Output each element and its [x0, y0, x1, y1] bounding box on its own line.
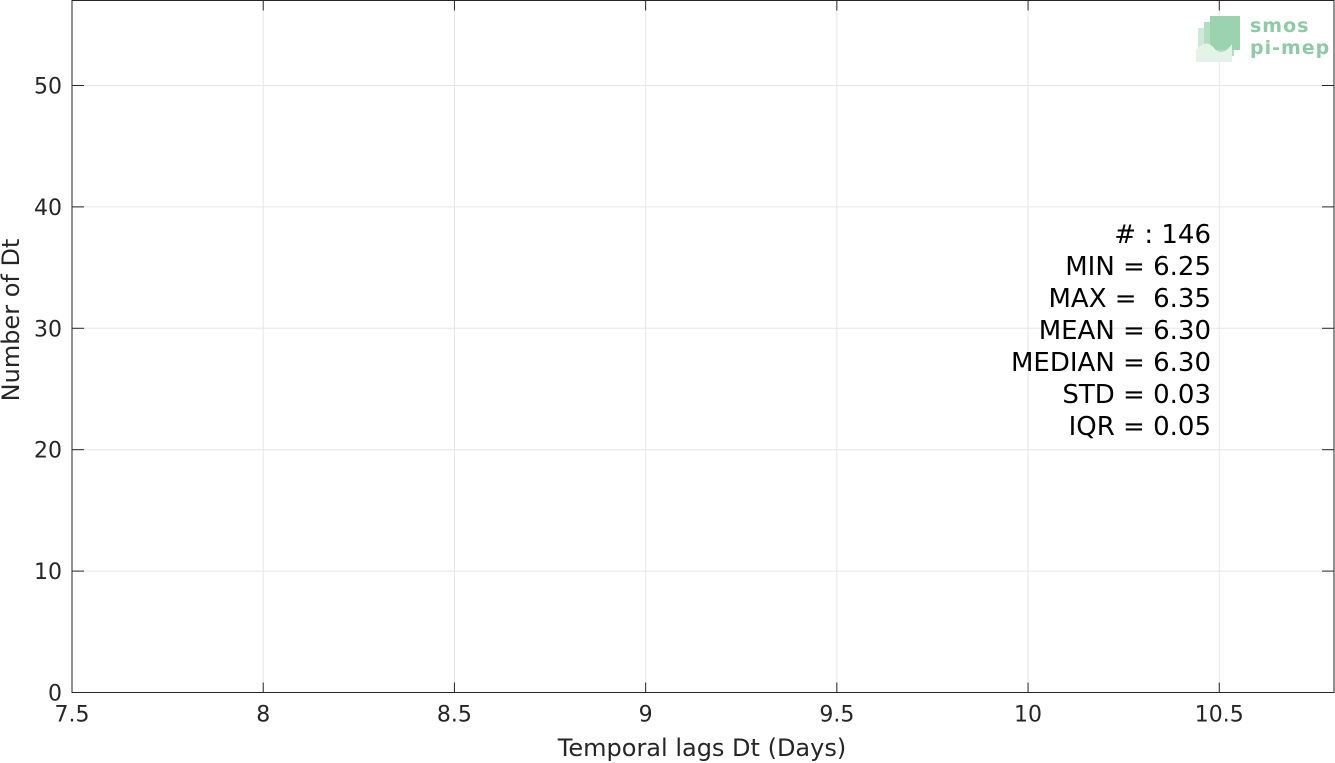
- stat-line: # : 146: [1114, 220, 1211, 250]
- stat-line: MEDIAN = 6.30: [1011, 348, 1211, 378]
- stat-line: STD = 0.03: [1062, 380, 1211, 410]
- y-tick-label: 20: [34, 439, 62, 464]
- y-tick-label: 40: [34, 196, 62, 221]
- logo-mark-icon: [1196, 16, 1240, 62]
- stat-line: IQR = 0.05: [1069, 412, 1211, 442]
- smos-pi-mep-logo: smos pi-mep: [1196, 15, 1330, 62]
- x-tick-label: 8.5: [437, 703, 472, 728]
- plot-area-frame: [71, 0, 1335, 693]
- x-tick-labels: 7.5 8 8.5 9 9.5 10 10.5: [55, 703, 1244, 728]
- x-tick-label: 9: [639, 703, 653, 728]
- y-axis-label: Number of Dt: [0, 239, 25, 402]
- y-tick-label: 10: [34, 560, 62, 585]
- x-tick-label: 7.5: [55, 703, 90, 728]
- logo-text-smos: smos: [1250, 15, 1309, 37]
- x-tick-label: 10: [1014, 703, 1042, 728]
- stat-line: MEAN = 6.30: [1039, 316, 1211, 346]
- logo-text-pi-mep: pi-mep: [1250, 37, 1330, 59]
- y-tick-label: 0: [48, 682, 62, 707]
- stat-line: MAX = 6.35: [1049, 284, 1212, 314]
- y-tick-label: 30: [34, 317, 62, 342]
- x-axis-label: Temporal lags Dt (Days): [557, 734, 846, 762]
- y-tick-labels: 0 10 20 30 40 50: [34, 74, 62, 706]
- x-tick-label: 9.5: [819, 703, 854, 728]
- x-tick-label: 10.5: [1195, 703, 1244, 728]
- x-tick-label: 8: [256, 703, 270, 728]
- y-tick-label: 50: [34, 74, 62, 99]
- ticks: [71, 0, 1334, 693]
- stat-line: MIN = 6.25: [1065, 252, 1211, 282]
- grid: [71, 0, 1334, 693]
